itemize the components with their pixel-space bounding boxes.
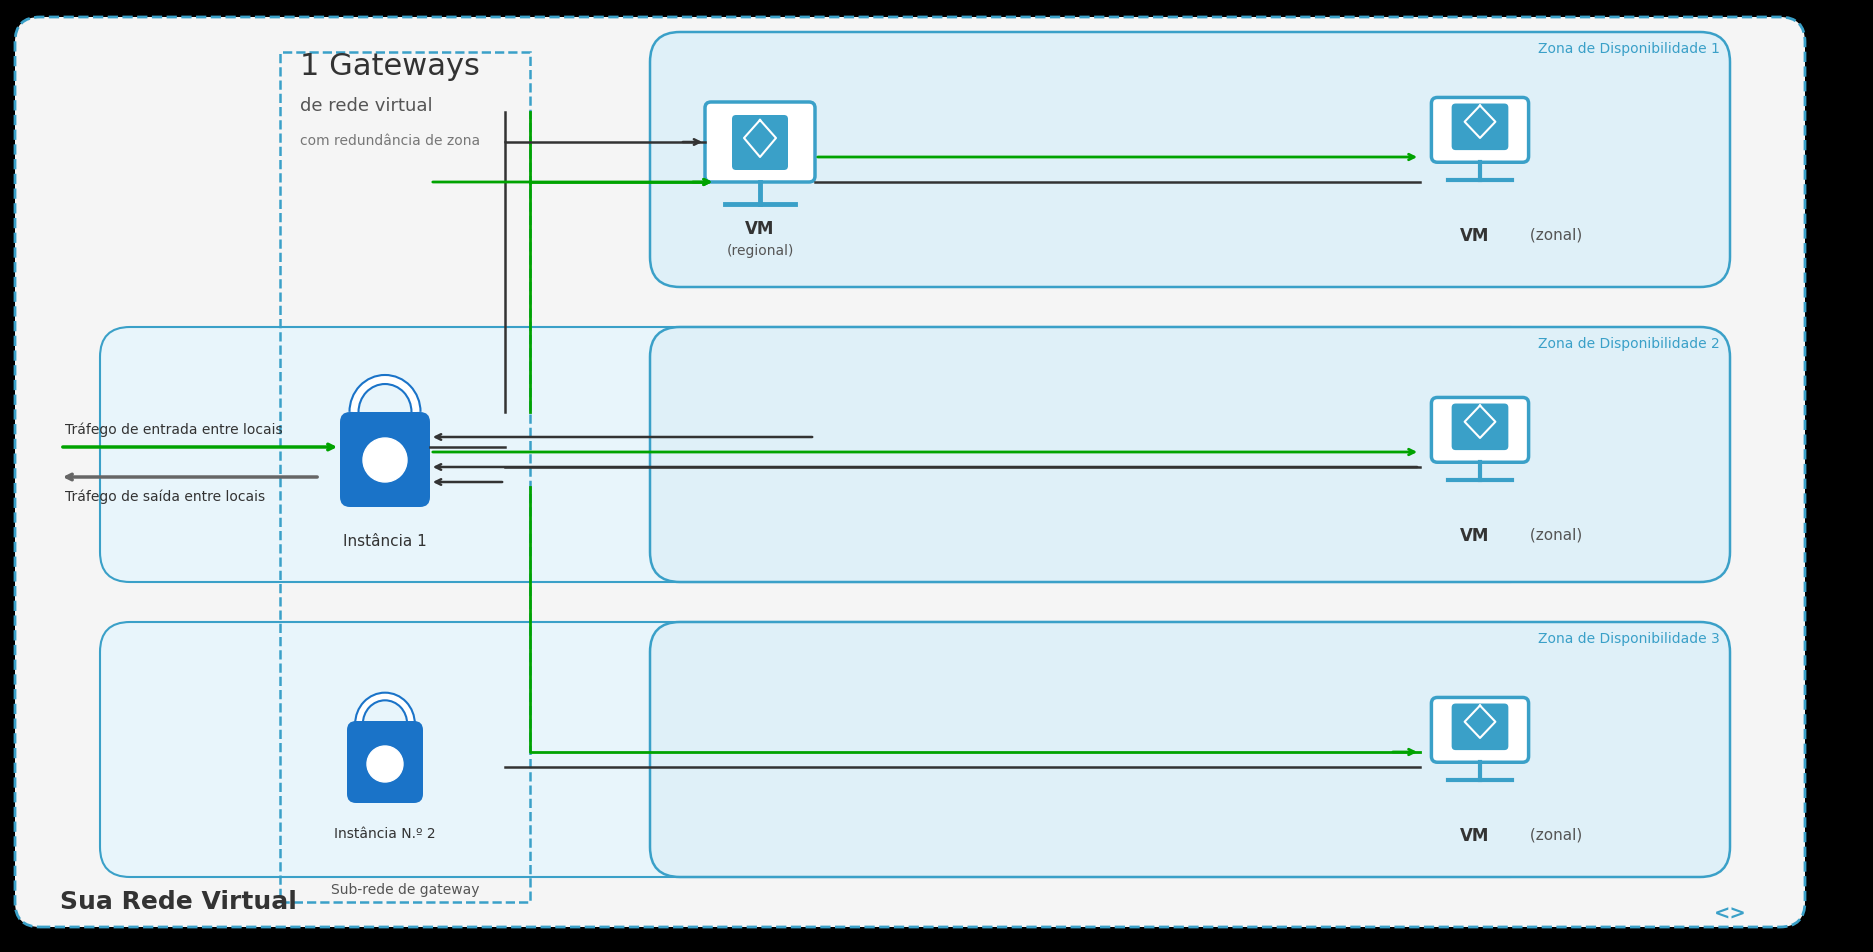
FancyBboxPatch shape xyxy=(341,412,431,507)
FancyBboxPatch shape xyxy=(99,327,1540,582)
Text: (zonal): (zonal) xyxy=(1525,227,1583,242)
FancyBboxPatch shape xyxy=(1452,704,1508,750)
FancyBboxPatch shape xyxy=(99,622,1540,877)
Text: Zona de Disponibilidade 1: Zona de Disponibilidade 1 xyxy=(1538,42,1719,56)
FancyBboxPatch shape xyxy=(1452,404,1508,450)
FancyBboxPatch shape xyxy=(1431,97,1528,162)
Text: VM: VM xyxy=(1461,527,1489,545)
FancyBboxPatch shape xyxy=(650,327,1731,582)
FancyBboxPatch shape xyxy=(15,17,1806,927)
Bar xyxy=(279,52,530,902)
Text: VM: VM xyxy=(1461,827,1489,845)
Circle shape xyxy=(367,746,403,782)
Text: (regional): (regional) xyxy=(727,244,794,258)
Text: Sua Rede Virtual: Sua Rede Virtual xyxy=(60,890,298,914)
Text: Tráfego de saída entre locais: Tráfego de saída entre locais xyxy=(66,490,266,505)
Text: VM: VM xyxy=(1461,227,1489,245)
FancyBboxPatch shape xyxy=(704,102,815,182)
Text: 1 Gateways: 1 Gateways xyxy=(300,52,479,81)
Text: <>: <> xyxy=(1714,905,1746,924)
FancyBboxPatch shape xyxy=(732,115,789,170)
Text: Instância N.º 2: Instância N.º 2 xyxy=(333,827,436,841)
FancyBboxPatch shape xyxy=(1452,104,1508,150)
FancyBboxPatch shape xyxy=(1431,698,1528,763)
Text: (zonal): (zonal) xyxy=(1525,527,1583,542)
Text: Instância 1: Instância 1 xyxy=(343,534,427,549)
FancyBboxPatch shape xyxy=(1431,397,1528,463)
FancyBboxPatch shape xyxy=(347,721,423,803)
Text: Zona de Disponibilidade 3: Zona de Disponibilidade 3 xyxy=(1538,632,1719,646)
FancyBboxPatch shape xyxy=(650,32,1731,287)
Text: (zonal): (zonal) xyxy=(1525,827,1583,842)
Text: com redundância de zona: com redundância de zona xyxy=(300,134,479,148)
Text: VM: VM xyxy=(745,220,775,238)
Text: Sub-rede de gateway: Sub-rede de gateway xyxy=(332,883,479,897)
Text: de rede virtual: de rede virtual xyxy=(300,97,433,115)
Text: Zona de Disponibilidade 2: Zona de Disponibilidade 2 xyxy=(1538,337,1719,351)
FancyBboxPatch shape xyxy=(650,622,1731,877)
Text: Tráfego de entrada entre locais: Tráfego de entrada entre locais xyxy=(66,423,283,437)
Circle shape xyxy=(363,438,406,482)
